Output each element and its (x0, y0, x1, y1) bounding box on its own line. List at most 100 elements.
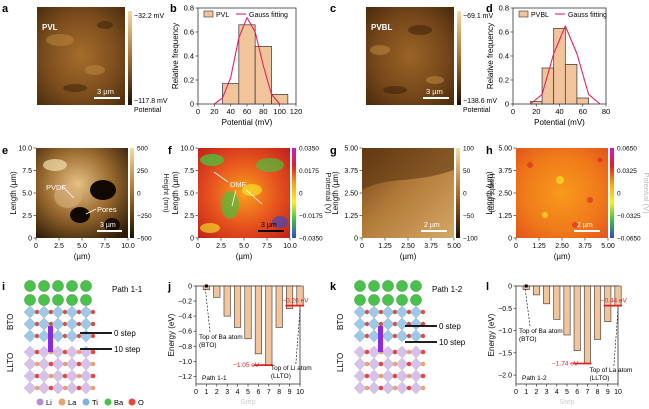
o-atom (420, 333, 426, 339)
panel-letter-k: k (330, 281, 337, 293)
axes-h: 0 1.25 2.50 3.75 5.00 0 1.25 2.50 3.75 5.00 (µm) Le… (485, 146, 649, 262)
energy-bar (286, 285, 294, 309)
x-tick-label: 5.0 (239, 243, 249, 250)
atom-legend: Li La Ti Ba O (36, 398, 144, 407)
llto-octahedron (395, 357, 409, 371)
annotation-top-llto-line1: Top of Li atom (271, 365, 312, 372)
gauss-fit-line (213, 17, 281, 105)
ba-atom (38, 294, 50, 306)
kpfm-texture-f (200, 154, 288, 233)
la-o-atom (76, 385, 82, 391)
annotation-top-llto-line1: Top of La atom (589, 367, 632, 374)
energy-bar (594, 285, 602, 340)
ti-octahedron (23, 329, 37, 343)
histogram-bar (271, 94, 289, 105)
la-o-atom (406, 361, 412, 367)
ti-octahedron (381, 317, 395, 331)
llto-octahedron (51, 381, 65, 395)
y-tick-label: −1.5 (498, 350, 512, 357)
llto-octahedron (367, 381, 381, 395)
la-o-atom (392, 385, 398, 391)
ti-octahedron (381, 329, 395, 343)
x-axis-label: Step (559, 397, 574, 406)
annotation-top-ba: Top of Ba atom (BTO) (199, 334, 243, 349)
ti-octahedron (65, 305, 79, 319)
x-tick-label: 7.5 (262, 243, 272, 250)
legend-li: Li (46, 398, 52, 407)
annotation-min-energy: −1.05 eV (233, 362, 260, 369)
y-tick-label: 0.6 (499, 28, 509, 37)
colorbar-tick-label: 0 (617, 191, 621, 198)
la-o-atom (76, 361, 82, 367)
x-axis-label: (µm) (74, 252, 91, 261)
ba-atom (80, 280, 92, 292)
legend-la-icon (58, 398, 66, 406)
o-atom (62, 321, 68, 327)
ti-octahedron (409, 329, 423, 343)
x-axis-label: (µm) (554, 252, 571, 261)
step-label-10-i: 10 step (114, 345, 141, 354)
llto-octahedron (79, 345, 93, 359)
axes-e: 0 2.5 5.0 7.5 10.0 0 2.5 5.0 7.5 10.0 (µm) Length (… (9, 146, 171, 262)
x-tick-label: 0 (196, 243, 200, 250)
ti-octahedron (395, 305, 409, 319)
ba-atom (410, 294, 422, 306)
ba-atom (382, 294, 394, 306)
llto-octahedron (395, 369, 409, 383)
x-tick-label: 1 (524, 389, 528, 396)
ti-octahedron (37, 305, 51, 319)
x-tick-label: 5.0 (77, 243, 87, 250)
x-axis-label: (µm) (400, 252, 417, 261)
legend-la: La (68, 398, 77, 407)
colorbar-e (130, 148, 134, 238)
llto-octahedron (51, 345, 65, 359)
legend-ba-icon (104, 398, 112, 406)
llto-octahedron (409, 381, 423, 395)
li-migration-path (48, 326, 53, 352)
o-atom (364, 321, 370, 327)
pore-regions-e (43, 159, 120, 232)
legend-bar-label: PVBL (531, 12, 549, 19)
legend-fit-label: Gauss fitting (249, 12, 288, 19)
x-tick-label: 1.25 (532, 243, 546, 250)
colorbar-max-a: −32.2 mV (134, 13, 164, 20)
annotation-dmf: DMF (230, 180, 247, 189)
annotation-pvdf: PVDF (46, 183, 66, 192)
histogram-bar (254, 46, 272, 105)
x-tick-label: 3 (225, 389, 229, 396)
x-tick-label: 3 (545, 389, 549, 396)
x-tick-label: 8 (596, 389, 600, 396)
energy-bar (265, 285, 273, 366)
legend-ti-icon (82, 398, 90, 406)
llto-octahedron (23, 369, 37, 383)
arrow-pores (85, 208, 97, 215)
path-label: Path 1-1 (202, 375, 227, 382)
la-o-atom (34, 373, 40, 379)
la-o-atom (378, 373, 384, 379)
y-tick-label: 3.75 (344, 168, 358, 175)
arrow-dmf-1 (213, 171, 229, 183)
annotation-top-llto: Top of La atom (LLTO) (589, 367, 632, 382)
llto-octahedron (409, 357, 423, 371)
colorbar-tick-label: 0 (299, 191, 303, 198)
la-o-atom (90, 349, 96, 355)
ti-octahedron (409, 317, 423, 331)
path-label-k: Path 1-2 (432, 285, 463, 294)
la-o-atom (90, 373, 96, 379)
y-tick-label: 0.2 (184, 76, 194, 85)
y-tick-label: 0 (508, 236, 512, 243)
la-o-atom (48, 361, 54, 367)
y-tick-label: 7.5 (184, 168, 194, 175)
colorbar-title-a: Potential (134, 107, 162, 114)
colorbar-tick-label: 0.0325 (617, 168, 637, 175)
histogram-bar (222, 83, 240, 105)
colorbar-title: Height (nm) (488, 173, 497, 213)
x-tick-label: 40 (555, 107, 563, 116)
y-tick-label: 0.2 (499, 76, 509, 85)
llto-octahedron (381, 345, 395, 359)
annotation-top-llto: Top of Li atom (LLTO) (271, 365, 312, 380)
ti-octahedron (51, 317, 65, 331)
y-axis-label: Length (µm) (171, 171, 180, 215)
annotation-top-ba-line1: Top of Ba atom (199, 334, 243, 341)
path-label-i: Path 1-1 (112, 285, 143, 294)
